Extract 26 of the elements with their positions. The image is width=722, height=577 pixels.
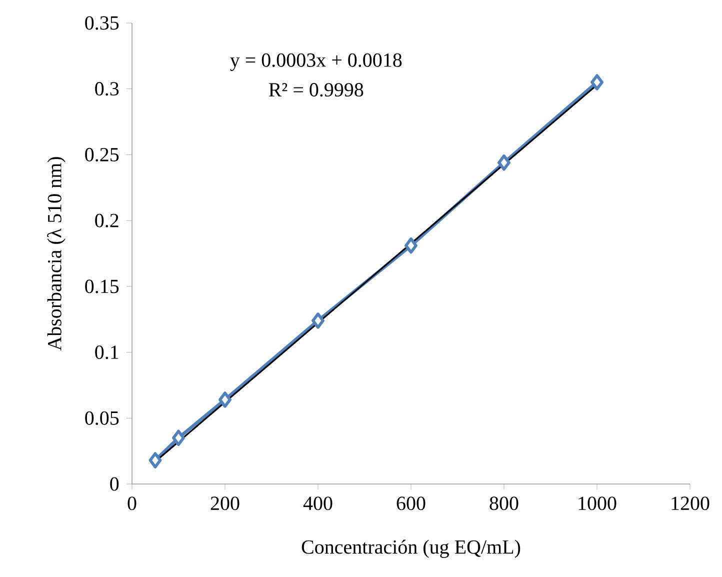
- point: [498, 154, 510, 171]
- x-tick-label: 1200: [672, 496, 710, 510]
- point: [218, 392, 232, 408]
- x-tick-label: 200: [210, 496, 240, 510]
- x-axis-title: Concentración (ug EQ/mL): [302, 540, 520, 558]
- point: [172, 430, 185, 446]
- x-tick-label: 0: [128, 496, 136, 510]
- y-tick-label: 0.25: [85, 148, 119, 162]
- y-tick-label: 0.35: [85, 16, 119, 30]
- x-tick-label: 600: [396, 496, 426, 510]
- point: [312, 312, 324, 329]
- y-axis-title: Absorbancia (λ 510 nm): [47, 157, 66, 351]
- annotation: R² = 0.9998: [268, 83, 364, 97]
- x-tick-label: 800: [490, 496, 518, 510]
- y-tick-label: 0.1: [95, 345, 118, 360]
- x-tick-label: 1000: [578, 496, 616, 510]
- annotation: y = 0.0003x + 0.0018: [230, 53, 402, 71]
- y-tick-label: 0.15: [85, 280, 119, 294]
- point: [404, 237, 418, 254]
- point: [148, 452, 162, 468]
- y-tick-label: 0.2: [95, 214, 118, 228]
- y-tick-label: 0.05: [85, 411, 119, 425]
- x-tick-label: 400: [303, 496, 332, 510]
- y-tick-label: 0: [110, 477, 119, 491]
- point: [590, 74, 604, 90]
- y-tick-label: 0.3: [95, 82, 119, 96]
